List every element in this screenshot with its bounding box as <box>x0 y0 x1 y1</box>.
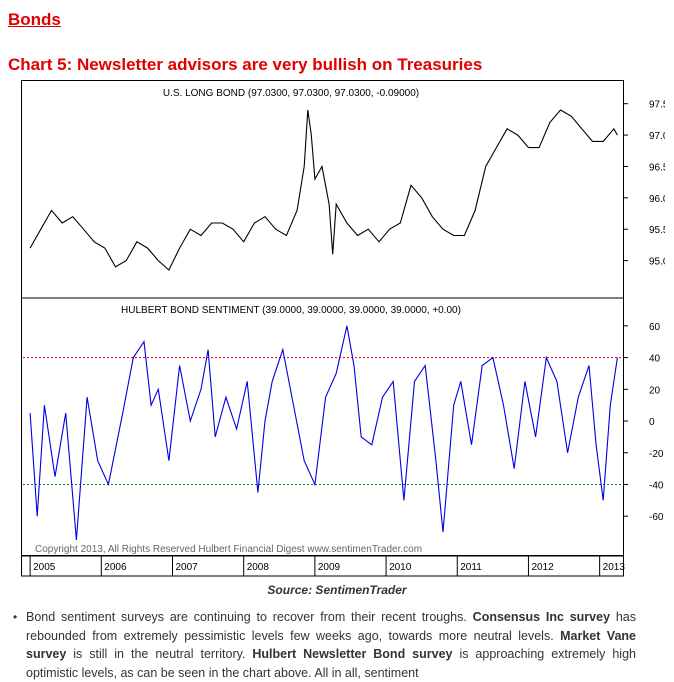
paragraph-text-3: is still in the neutral territory. <box>66 647 253 661</box>
copyright-note: Copyright 2013, All Rights Reserved Hulb… <box>35 544 422 555</box>
x-tick-label: 2011 <box>460 562 482 573</box>
y-tick-label: 95.5 <box>649 225 665 236</box>
x-axis-strip <box>21 555 624 577</box>
chart-svg: U.S. LONG BOND (97.0300, 97.0300, 97.030… <box>21 80 665 577</box>
x-tick-label: 2008 <box>247 562 270 573</box>
section-heading: Bonds <box>8 10 61 29</box>
x-axis: 2005 2006 2007 2008 2009 2010 2011 2012 2013 <box>29 556 626 576</box>
y-tick-label: 95.0 <box>649 257 665 268</box>
paragraph-text-4: is approaching extremely high optimistic… <box>26 647 636 680</box>
series-layer <box>29 109 618 541</box>
y-tick-label: 96.5 <box>649 162 665 173</box>
x-tick-label: 2013 <box>603 562 626 573</box>
chart-source: Source: SentimenTrader <box>267 583 407 597</box>
paragraph-text-1: Bond sentiment surveys are continuing to… <box>26 610 473 624</box>
sentiment-panel-title: HULBERT BOND SENTIMENT (39.0000, 39.0000… <box>121 305 461 316</box>
y-tick-label: 97.0 <box>649 131 665 142</box>
y-tick-label: -40 <box>649 480 664 491</box>
bond-price-line <box>29 109 618 271</box>
commentary-paragraph: • Bond sentiment surveys are continuing … <box>13 608 636 682</box>
y-tick-label: 96.0 <box>649 194 665 205</box>
y-tick-label: -60 <box>649 512 664 523</box>
x-tick-label: 2009 <box>318 562 341 573</box>
bond-y-axis: 97.5 97.0 96.5 96.0 95.5 95.0 <box>623 100 665 268</box>
y-tick-label: -20 <box>649 449 664 460</box>
chart-title: Chart 5: Newsletter advisors are very bu… <box>8 55 483 74</box>
x-tick-label: 2007 <box>176 562 199 573</box>
sentiment-line <box>29 325 618 541</box>
paragraph-bold-2: Market Vane survey <box>26 628 636 662</box>
y-tick-label: 40 <box>649 354 661 365</box>
chart-figure: U.S. LONG BOND (97.0300, 97.0300, 97.030… <box>21 80 665 577</box>
bond-panel-title: U.S. LONG BOND (97.0300, 97.0300, 97.030… <box>163 88 419 99</box>
x-tick-label: 2012 <box>531 562 554 573</box>
paragraph-bold-1: Consensus Inc survey <box>472 610 611 624</box>
y-tick-label: 60 <box>649 322 661 333</box>
y-tick-label: 97.5 <box>649 100 665 111</box>
y-tick-label: 20 <box>649 385 661 396</box>
x-tick-label: 2006 <box>104 562 127 573</box>
y-tick-label: 0 <box>649 417 655 428</box>
sentiment-y-axis: 60 40 20 0 -20 -40 -60 <box>623 322 664 523</box>
bullet-icon: • <box>13 610 18 624</box>
x-tick-label: 2005 <box>33 562 56 573</box>
paragraph-text-2: has rebounded from extremely pessimistic… <box>26 610 636 643</box>
x-tick-label: 2010 <box>389 562 412 573</box>
paragraph-bold-3: Hulbert Newsletter Bond survey <box>252 647 453 661</box>
